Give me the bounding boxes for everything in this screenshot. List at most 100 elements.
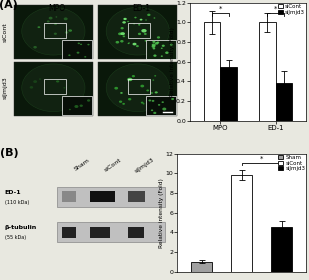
Text: siCont: siCont [103, 157, 122, 173]
Ellipse shape [152, 41, 155, 43]
Ellipse shape [133, 43, 137, 45]
Ellipse shape [116, 41, 119, 44]
Bar [57, 222, 165, 242]
Text: Sham: Sham [73, 157, 91, 172]
Ellipse shape [123, 18, 127, 20]
Text: siCont: siCont [2, 22, 7, 42]
Bar [98, 5, 177, 59]
Ellipse shape [154, 75, 156, 76]
Legend: Sham, siCont, siJmjd3: Sham, siCont, siJmjd3 [278, 154, 306, 172]
Ellipse shape [127, 21, 129, 22]
Ellipse shape [141, 29, 147, 32]
Ellipse shape [161, 48, 163, 49]
Bar [14, 5, 93, 59]
Ellipse shape [123, 36, 125, 37]
Ellipse shape [56, 80, 59, 83]
Text: (A): (A) [0, 1, 18, 10]
Ellipse shape [157, 36, 160, 39]
Ellipse shape [87, 99, 90, 102]
Ellipse shape [143, 103, 145, 104]
Bar [98, 62, 177, 116]
Ellipse shape [64, 103, 67, 105]
Ellipse shape [132, 75, 135, 77]
Bar [128, 22, 150, 38]
Ellipse shape [147, 99, 151, 101]
Ellipse shape [134, 17, 137, 18]
Ellipse shape [65, 31, 68, 34]
Ellipse shape [154, 17, 155, 19]
Bar [61, 227, 76, 238]
Bar [146, 40, 176, 59]
Ellipse shape [136, 45, 139, 47]
Text: (110 kDa): (110 kDa) [5, 200, 29, 205]
Bar [128, 79, 150, 94]
Bar [44, 79, 66, 94]
Bar [57, 187, 165, 207]
Text: ED-1: ED-1 [132, 4, 150, 13]
Ellipse shape [120, 92, 123, 94]
Ellipse shape [138, 24, 140, 25]
Ellipse shape [140, 19, 142, 20]
Ellipse shape [118, 32, 122, 35]
Bar [90, 227, 110, 238]
Ellipse shape [162, 45, 165, 47]
Text: (B): (B) [0, 148, 18, 158]
Ellipse shape [33, 80, 37, 83]
Text: (55 kDa): (55 kDa) [5, 235, 26, 241]
Ellipse shape [64, 17, 68, 20]
Bar [61, 191, 76, 202]
Ellipse shape [128, 42, 130, 44]
Ellipse shape [122, 103, 125, 105]
Ellipse shape [56, 16, 57, 18]
Bar [128, 191, 145, 202]
Ellipse shape [155, 91, 158, 94]
Ellipse shape [121, 32, 125, 35]
Ellipse shape [151, 109, 153, 111]
Ellipse shape [162, 108, 166, 111]
Ellipse shape [153, 48, 155, 50]
Ellipse shape [106, 64, 169, 112]
Ellipse shape [30, 86, 33, 89]
Ellipse shape [47, 20, 50, 22]
Bar [128, 227, 144, 238]
Ellipse shape [152, 43, 156, 46]
Y-axis label: Relative intensity (Fold): Relative intensity (Fold) [159, 178, 164, 248]
Text: β-tubulin: β-tubulin [5, 225, 37, 230]
Bar [14, 62, 93, 116]
Ellipse shape [161, 55, 163, 57]
Ellipse shape [158, 104, 160, 106]
Legend: siCont, siJmjd3: siCont, siJmjd3 [278, 3, 306, 15]
Ellipse shape [140, 85, 144, 87]
Ellipse shape [155, 42, 159, 45]
Ellipse shape [144, 33, 147, 35]
Ellipse shape [87, 44, 90, 45]
Ellipse shape [49, 17, 53, 20]
Ellipse shape [120, 40, 124, 43]
Ellipse shape [171, 98, 174, 100]
Ellipse shape [22, 7, 85, 55]
Ellipse shape [74, 105, 78, 108]
Ellipse shape [39, 78, 41, 80]
Ellipse shape [145, 40, 147, 42]
Ellipse shape [22, 64, 85, 112]
Ellipse shape [119, 101, 122, 103]
Ellipse shape [33, 46, 37, 48]
Bar [191, 262, 212, 272]
Bar [146, 96, 176, 115]
Text: *: * [219, 6, 222, 12]
Bar [62, 40, 92, 59]
Ellipse shape [141, 102, 144, 104]
Ellipse shape [78, 43, 80, 44]
Ellipse shape [153, 54, 157, 57]
Ellipse shape [68, 54, 70, 56]
Ellipse shape [157, 41, 159, 43]
Text: *: * [260, 156, 264, 162]
Text: siJmjd3: siJmjd3 [133, 157, 155, 174]
Ellipse shape [148, 99, 151, 101]
Y-axis label: Relative intensity (Fold): Relative intensity (Fold) [170, 27, 175, 97]
Ellipse shape [152, 80, 154, 81]
Ellipse shape [128, 43, 129, 44]
Ellipse shape [147, 14, 150, 16]
Ellipse shape [153, 112, 156, 114]
Ellipse shape [54, 23, 57, 25]
